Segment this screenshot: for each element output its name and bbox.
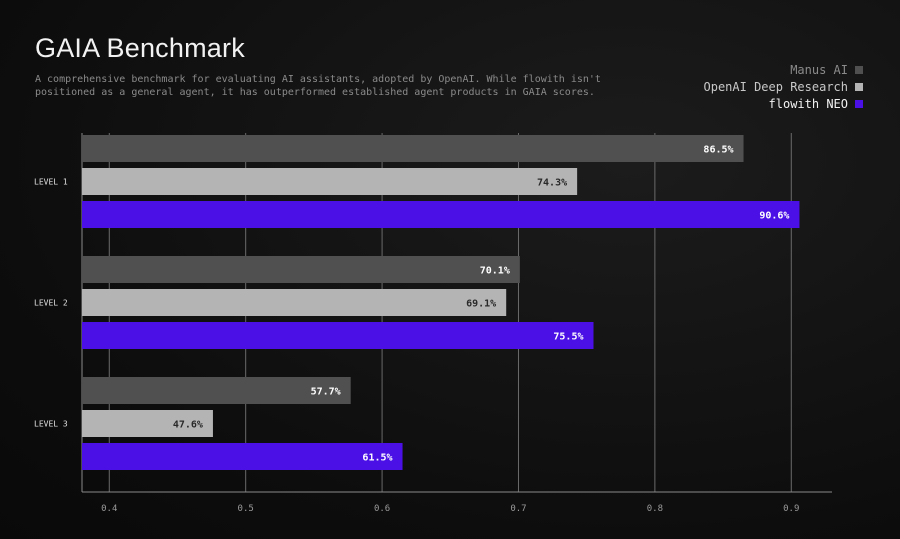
chart-subtitle: A comprehensive benchmark for evaluating… [35,74,601,98]
bar [82,410,213,437]
bar [82,135,744,162]
x-tick-label: 0.6 [374,504,390,514]
x-tick-label: 0.4 [101,504,117,514]
legend-swatch-flowith [855,100,863,108]
data-label: 70.1% [480,266,510,277]
data-label: 61.5% [362,453,392,464]
legend-swatch-manus [855,66,863,74]
legend: Manus AI OpenAI Deep Research flowith NE… [703,63,863,111]
data-label: 57.7% [311,387,341,398]
bar [82,168,578,195]
bar [82,201,800,228]
legend-item-manus: Manus AI [790,63,863,77]
bar [82,443,403,470]
x-tick-label: 0.5 [238,504,254,514]
x-tick-label: 0.7 [510,504,526,514]
x-tick-label: 0.8 [647,504,663,514]
data-label: 75.5% [553,332,583,343]
x-tick-label: 0.9 [783,504,799,514]
legend-item-openai: OpenAI Deep Research [703,80,863,94]
category-label: LEVEL 3 [34,420,68,429]
legend-swatch-openai [855,83,863,91]
legend-item-flowith: flowith NEO [769,97,863,111]
legend-label-openai: OpenAI Deep Research [703,80,849,94]
bar [82,289,507,316]
data-label: 86.5% [703,145,733,156]
legend-label-flowith: flowith NEO [768,97,848,111]
bar [82,377,351,404]
bar [82,256,520,283]
category-label: LEVEL 2 [34,299,68,308]
data-label: 90.6% [759,211,789,222]
chart-title: GAIA Benchmark [35,33,245,63]
bar [82,322,594,349]
category-label: LEVEL 1 [34,178,68,187]
data-label: 47.6% [173,420,203,431]
legend-label-manus: Manus AI [790,63,848,77]
data-label: 74.3% [537,178,567,189]
data-label: 69.1% [466,299,496,310]
